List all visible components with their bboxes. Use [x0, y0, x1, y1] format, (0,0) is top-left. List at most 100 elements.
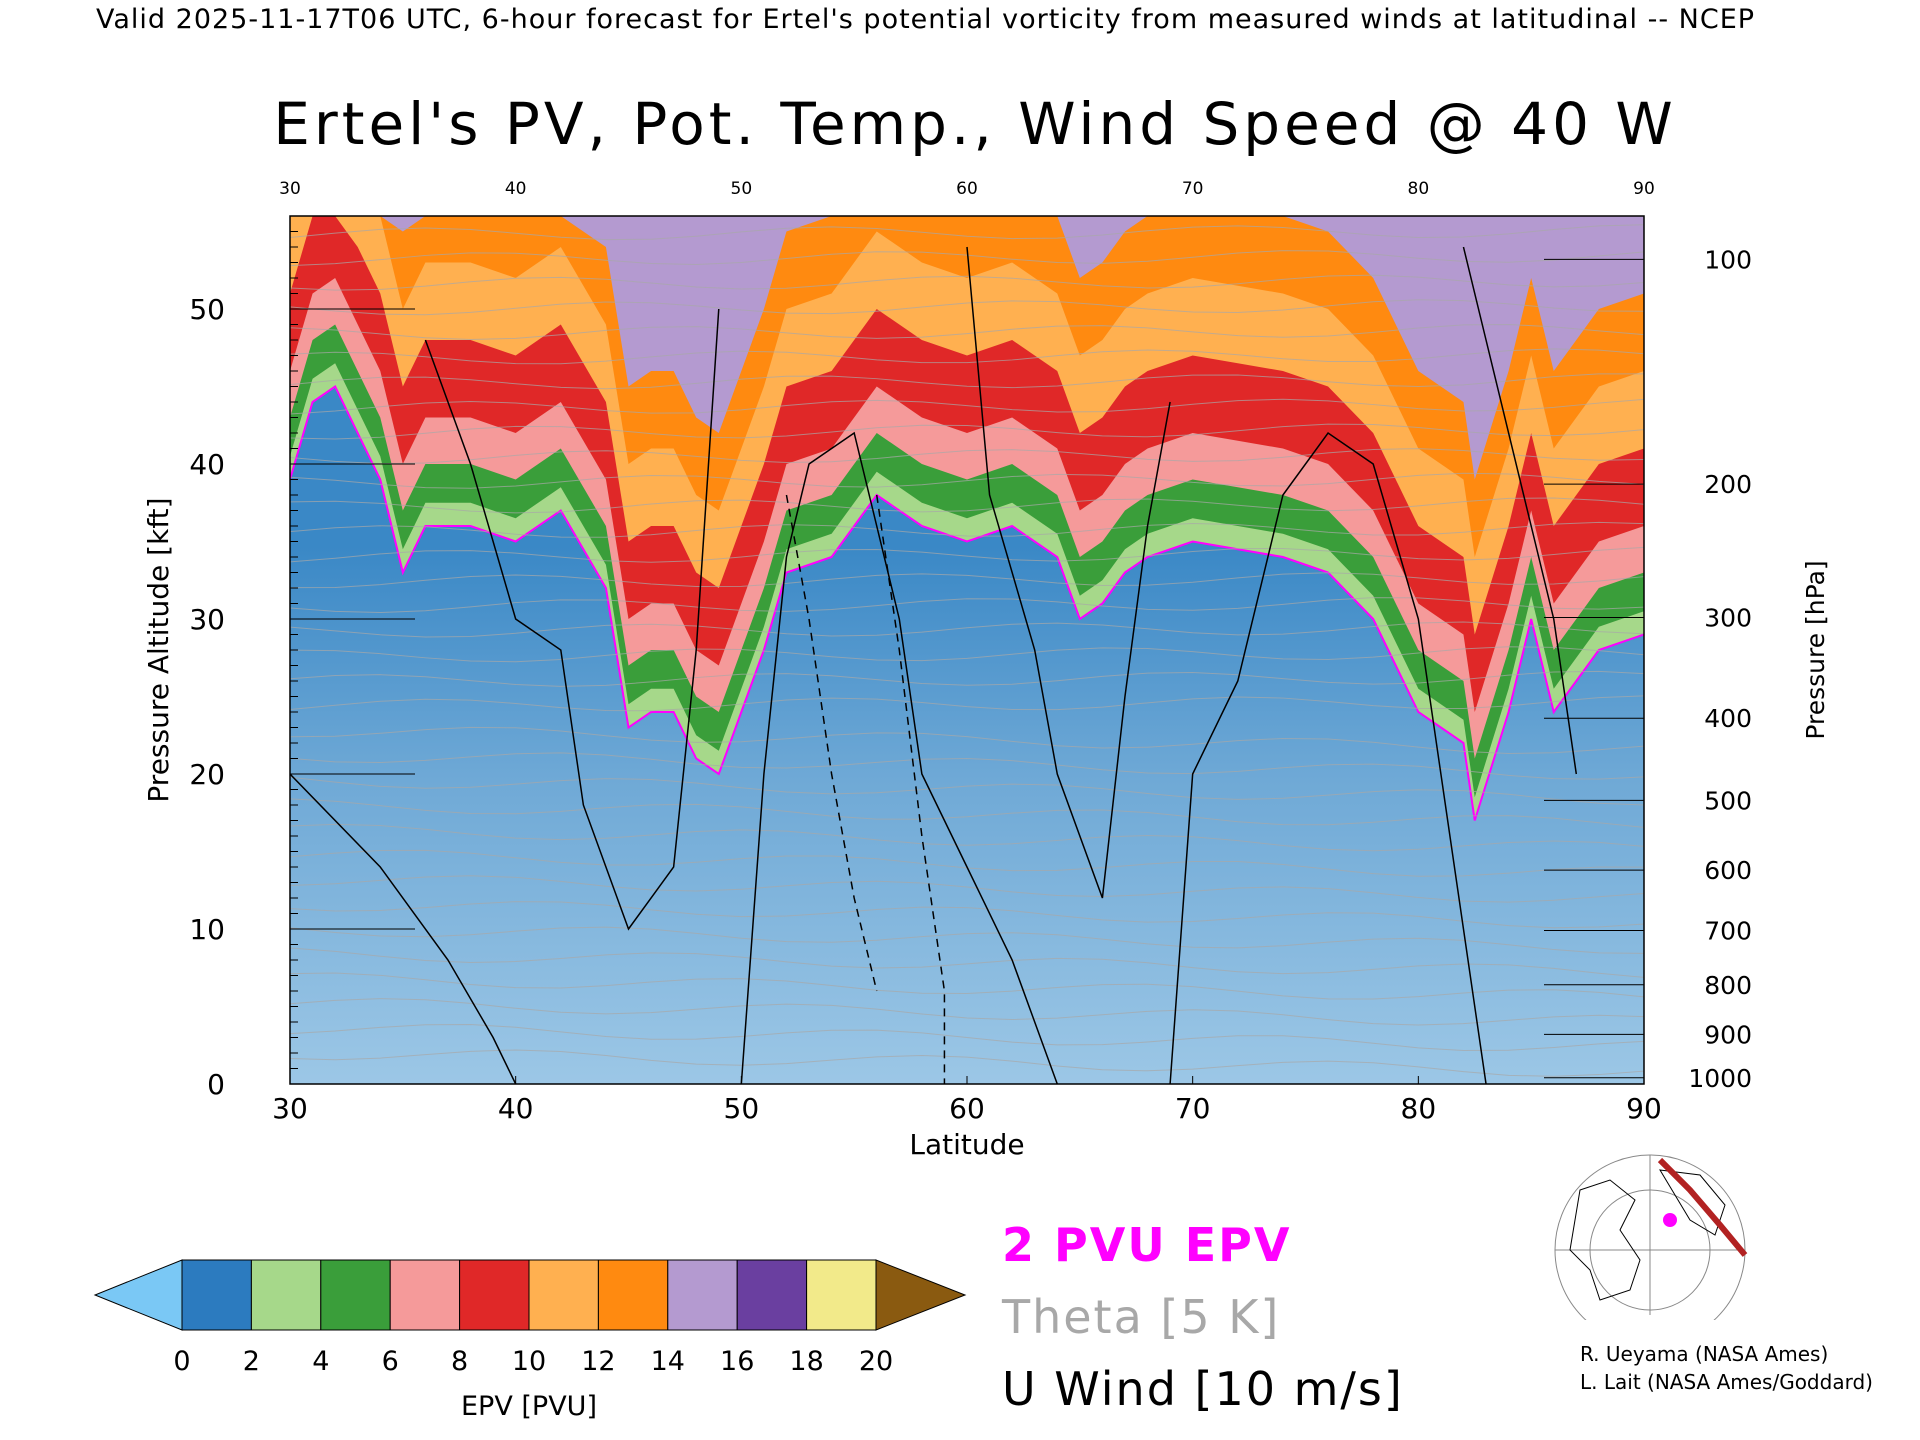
colorbar-tick-label: 20 [859, 1346, 893, 1377]
x-tick-label: 30 [272, 1092, 308, 1125]
theta-contour [290, 998, 1644, 1026]
theta-contour [290, 472, 1644, 489]
credit-line-1: R. Ueyama (NASA Ames) [1580, 1342, 1829, 1366]
x-top-tick-label: 60 [956, 179, 978, 199]
colorbar-segment-2 [320, 1259, 391, 1331]
colorbar-over-arrow [875, 1259, 967, 1331]
colorbar: 0 2 4 6 8 10 12 14 16 18 20 EPV [PVU] [93, 1259, 967, 1422]
theta-contour [290, 423, 1644, 440]
header-text: Valid 2025-11-17T06 UTC, 6-hour forecast… [96, 4, 1756, 35]
x-tick-label: 50 [724, 1092, 760, 1125]
theta-contour [290, 373, 1644, 390]
colorbar-label: EPV [PVU] [461, 1391, 597, 1422]
y2-tick-label: 800 [1704, 971, 1752, 1000]
x-tick-label: 90 [1626, 1092, 1662, 1125]
colorbar-segment-4 [459, 1259, 530, 1331]
uwind-contour-2 [740, 431, 1058, 1084]
uwind-negative-contour-0 [785, 494, 878, 992]
colorbar-tick-label: 0 [173, 1346, 190, 1377]
x-top-tick-label: 80 [1408, 179, 1430, 199]
colorbar-tick-label: 8 [451, 1346, 468, 1377]
x-top-tick-label: 30 [279, 179, 301, 199]
x-tick-label: 70 [1175, 1092, 1211, 1125]
y2-tick-label: 100 [1704, 245, 1752, 274]
colorbar-tick-label: 18 [789, 1346, 823, 1377]
colorbar-segment-6 [597, 1259, 669, 1331]
theta-contour [290, 798, 1644, 828]
theta-contour [290, 670, 1644, 687]
theta-contour [290, 695, 1644, 712]
legend-theta: Theta [5 K] [1002, 1290, 1281, 1344]
theta-contour [290, 1024, 1644, 1051]
theta-contour [290, 776, 1644, 806]
colorbar-tick-label: 4 [312, 1346, 329, 1377]
theta-contour [290, 597, 1644, 614]
uwind-contour-4 [1169, 431, 1487, 1084]
y2-axis-label: Pressure [hPa] [1801, 560, 1830, 739]
x-top-tick-label: 50 [731, 179, 753, 199]
y-axis-label: Pressure Altitude [kft] [142, 497, 175, 802]
uwind-contour-5 [1462, 246, 1578, 775]
theta-contour [290, 546, 1644, 563]
theta-contour [290, 299, 1644, 316]
colorbar-segment-7 [667, 1259, 738, 1331]
y2-tick-label: 600 [1704, 856, 1752, 885]
theta-contour [290, 572, 1644, 589]
uwind-contour-0 [290, 773, 517, 1084]
legend-uwind: U Wind [10 m/s] [1002, 1362, 1404, 1416]
theta-contour [290, 398, 1644, 415]
y-tick-label: 10 [189, 913, 225, 946]
y-tick-label: 0 [207, 1068, 225, 1101]
y-tick-label: 50 [189, 293, 225, 326]
x-top-tick-label: 40 [505, 179, 527, 199]
y-tick-label: 40 [189, 448, 225, 481]
x-top-tick-label: 90 [1633, 179, 1655, 199]
theta-contour [290, 926, 1644, 954]
theta-contour [290, 497, 1644, 514]
chart-title: Ertel's PV, Pot. Temp., Wind Speed @ 40 … [273, 90, 1677, 158]
y2-tick-label: 400 [1704, 704, 1752, 733]
y-tick-label: 30 [189, 603, 225, 636]
locator-map [1554, 1154, 1748, 1320]
epv-field [290, 216, 1644, 1084]
theta-contour [290, 448, 1644, 465]
colorbar-segment-5 [528, 1259, 599, 1331]
uwind-contour-3 [966, 246, 1171, 899]
theta-contour [290, 752, 1644, 780]
colorbar-tick-label: 10 [512, 1346, 546, 1377]
y2-tick-label: 700 [1704, 917, 1752, 946]
colorbar-tick-label: 12 [581, 1346, 615, 1377]
y2-tick-label: 500 [1704, 786, 1752, 815]
x-tick-label: 60 [949, 1092, 985, 1125]
colorbar-tick-label: 16 [720, 1346, 754, 1377]
colorbar-segment-9 [806, 1259, 877, 1331]
x-axis-label: Latitude [909, 1128, 1024, 1161]
y2-tick-label: 900 [1704, 1020, 1752, 1049]
theta-contour [290, 947, 1644, 978]
theta-contour [290, 224, 1644, 241]
x-tick-label: 40 [498, 1092, 534, 1125]
y-tick-label: 20 [189, 758, 225, 791]
uwind-contour-1 [424, 308, 720, 931]
colorbar-tick-label: 2 [243, 1346, 260, 1377]
y2-tick-label: 1000 [1688, 1064, 1752, 1093]
theta-contour [290, 646, 1644, 663]
theta-contour [290, 1049, 1644, 1077]
colorbar-under-arrow [93, 1259, 183, 1331]
credit-line-2: L. Lait (NASA Ames/Goddard) [1580, 1370, 1873, 1394]
theta-contour [290, 901, 1644, 929]
theta-contour [290, 875, 1644, 903]
x-top-tick-label: 70 [1182, 179, 1204, 199]
colorbar-segment-0 [181, 1259, 252, 1331]
theta-contour [290, 274, 1644, 291]
colorbar-tick-label: 14 [651, 1346, 685, 1377]
legend-epv: 2 PVU EPV [1002, 1218, 1292, 1272]
axes: 30 30 40 40 50 50 60 60 70 70 80 80 90 90 Latitude 0 10 2… [142, 179, 1830, 1161]
colorbar-tick-label: 6 [382, 1346, 399, 1377]
theta-contour [290, 726, 1644, 755]
colorbar-segment-3 [389, 1259, 461, 1331]
theta-contour [290, 823, 1644, 852]
x-tick-label: 80 [1401, 1092, 1437, 1125]
uwind-negative-contour-1 [875, 494, 946, 1084]
